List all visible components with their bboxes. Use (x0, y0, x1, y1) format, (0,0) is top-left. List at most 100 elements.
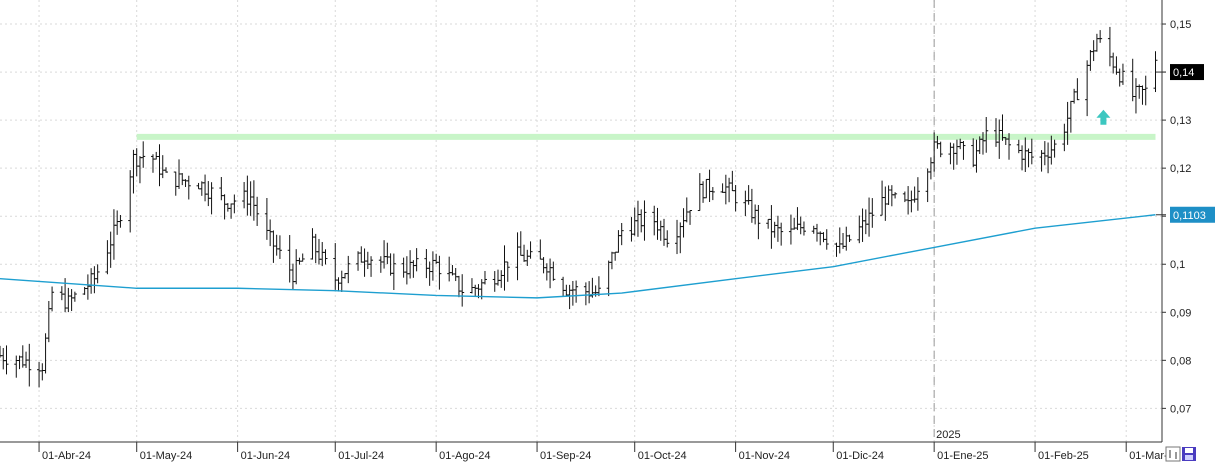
ohlc-bar (274, 234, 279, 256)
ohlc-bar (209, 182, 214, 215)
ohlc-bar (290, 263, 295, 290)
y-tick-label: 0,09 (1170, 307, 1191, 319)
y-tick-label: 0,07 (1170, 403, 1191, 415)
ohlc-bar (1007, 133, 1012, 160)
bar-chart-icon[interactable] (1165, 446, 1181, 462)
ohlc-bar (779, 222, 784, 246)
ohlc-bar (613, 251, 618, 261)
ohlc-bar (232, 194, 237, 214)
ohlc-bar (1120, 63, 1125, 85)
ohlc-bar (954, 139, 959, 165)
ohlc-bar (66, 287, 71, 313)
ohlc-bar (183, 179, 188, 187)
ohlc-bar (629, 217, 634, 242)
ohlc-bar (40, 363, 45, 381)
ohlc-bar (72, 291, 77, 302)
ohlc-bar (424, 249, 429, 279)
ohlc-bar (788, 214, 793, 245)
grid (0, 0, 1162, 442)
ohlc-bar (391, 253, 396, 291)
year-divider: 2025 (933, 0, 961, 442)
ohlc-bar (720, 183, 725, 193)
ohlc-bar (499, 270, 504, 288)
ohlc-bar (596, 276, 601, 297)
ohlc-bar (642, 200, 647, 241)
ohlc-bar (548, 258, 553, 289)
ohlc-bar (505, 261, 510, 282)
last-price-badge-bg (1170, 64, 1204, 81)
arrow-marker (1096, 109, 1111, 125)
ohlc-bar (570, 280, 575, 306)
ohlc-bar (606, 260, 611, 297)
up-arrow-icon (1096, 109, 1111, 125)
ohlc-bar (141, 141, 146, 168)
ohlc-bar (801, 221, 806, 236)
ohlc-bar (300, 253, 305, 262)
ohlc-bar (746, 185, 751, 205)
x-tick-label: 01-Ene-25 (937, 450, 988, 462)
ohlc-bar (567, 284, 572, 310)
y-tick-label: 0,15 (1170, 19, 1191, 31)
ohlc-bar (925, 168, 930, 203)
ohlc-bar (313, 233, 318, 264)
ohlc-bar (134, 148, 139, 177)
ohlc-bar (681, 208, 686, 238)
ohlc-bar (43, 333, 48, 374)
ohlc-bar (1094, 33, 1099, 52)
ohlc-bar (414, 248, 419, 272)
footer-icons[interactable] (1165, 446, 1196, 462)
ohlc-bar (437, 255, 442, 290)
ohlc-bar (248, 181, 253, 216)
ohlc-bar (798, 216, 803, 235)
ohlc-bar (857, 215, 862, 244)
ohlc-bar (938, 141, 943, 158)
ohlc-bar (1117, 68, 1122, 87)
ohlc-bar (743, 190, 748, 217)
ohlc-bar (837, 227, 842, 254)
save-icon-label (1185, 448, 1193, 453)
ohlc-bar (108, 231, 113, 268)
ohlc-bar (635, 200, 640, 237)
ohlc-bar (909, 190, 914, 213)
ohlc-bar (336, 277, 341, 292)
ohlc-bar (482, 270, 487, 285)
ohlc-bar (430, 251, 435, 281)
ohlc-bar (180, 173, 185, 186)
save-icon[interactable] (1182, 447, 1196, 461)
ohlc-bar (502, 245, 507, 291)
ohlc-bar (255, 196, 260, 226)
ohlc-bar (359, 246, 364, 263)
ohlc-bar (333, 243, 338, 290)
ohlc-bar (1111, 52, 1116, 74)
ohlc-bar (294, 249, 299, 285)
ohlc-bar (131, 149, 136, 194)
ohlc-bar (137, 156, 142, 184)
ohlc-bar (753, 204, 758, 225)
ohlc-bar (775, 215, 780, 242)
x-tick-label: 01-Sep-24 (540, 450, 591, 462)
ohlc-bar (886, 185, 891, 205)
ohlc-bar (404, 256, 409, 285)
ohlc-bar (492, 271, 497, 292)
ohlc-bar (1, 348, 6, 370)
x-tick-label: 01-Feb-25 (1038, 450, 1089, 462)
ohlc-bar (14, 355, 19, 378)
ohlc-bar (662, 218, 666, 246)
year-label: 2025 (936, 429, 960, 441)
ohlc-bar (723, 174, 728, 205)
ohlc-bar (1023, 137, 1028, 173)
ohlc-bar (1133, 78, 1138, 114)
ohlc-bar (707, 169, 712, 202)
ohlc-bar (160, 155, 165, 179)
ohlc-bar (1107, 26, 1112, 67)
ohlc-bar (447, 256, 452, 282)
ohlc-bar (37, 362, 42, 388)
ohlc-bar (157, 144, 162, 187)
ohlc-bar (1042, 141, 1047, 166)
last-price-badge-label: 0,14 (1173, 67, 1194, 79)
ohlc-bar (453, 268, 458, 282)
ohlc-bar (385, 242, 390, 265)
ohlc-bar (844, 226, 849, 251)
ohlc-bar (541, 257, 546, 274)
